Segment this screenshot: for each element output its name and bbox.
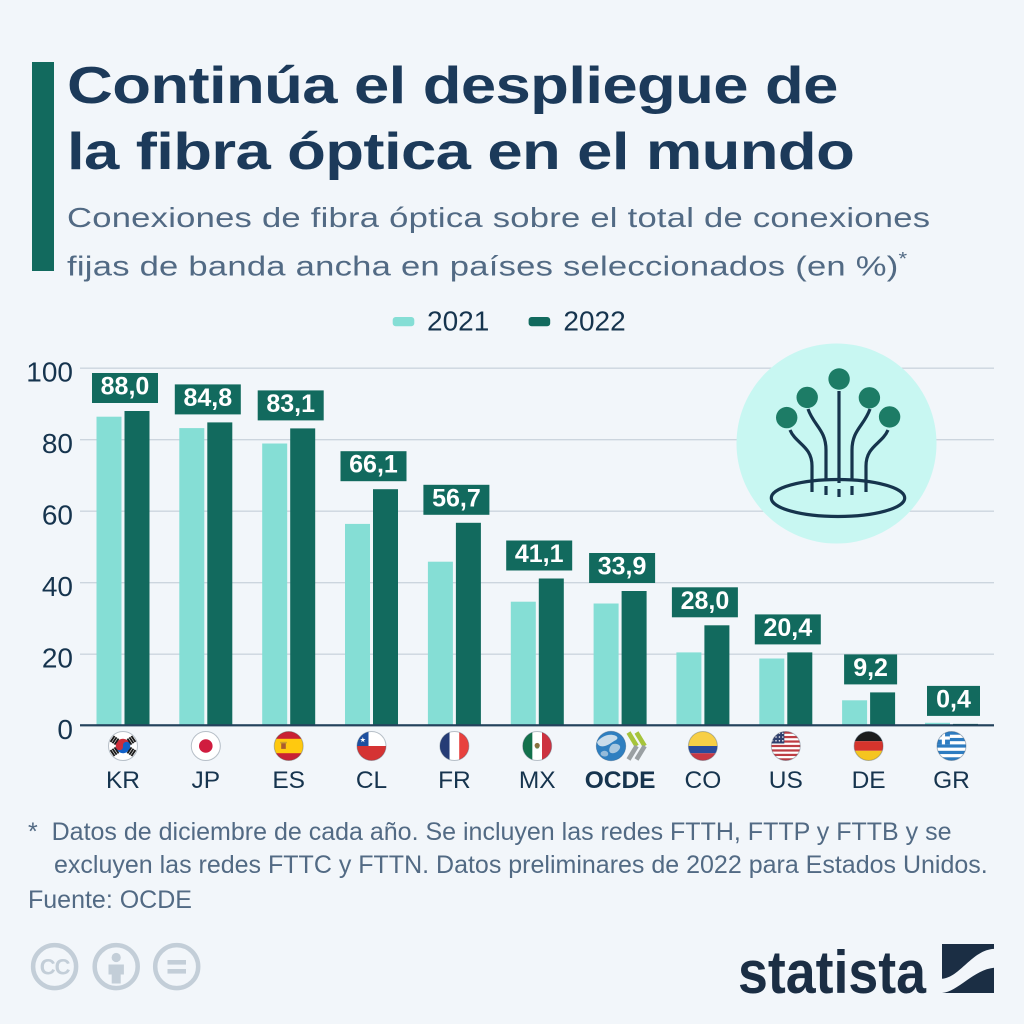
svg-text:41,1: 41,1 (515, 540, 564, 568)
svg-text:28,0: 28,0 (681, 587, 730, 615)
svg-text:CC: CC (40, 955, 71, 980)
svg-text:FR: FR (438, 767, 471, 794)
svg-text:33,9: 33,9 (598, 553, 647, 581)
svg-text:60: 60 (42, 500, 73, 531)
svg-text:0,4: 0,4 (936, 685, 971, 713)
svg-text:88,0: 88,0 (101, 373, 150, 401)
svg-text:US: US (769, 767, 803, 794)
svg-text:80: 80 (42, 428, 73, 459)
svg-text:83,1: 83,1 (266, 390, 315, 418)
svg-text:0: 0 (57, 714, 73, 745)
svg-text:OCDE: OCDE (585, 767, 656, 794)
svg-text:40: 40 (42, 571, 73, 602)
svg-text:MX: MX (519, 767, 556, 794)
svg-text:9,2: 9,2 (853, 654, 888, 682)
svg-text:DE: DE (852, 767, 886, 794)
svg-text:KR: KR (106, 767, 140, 794)
svg-text:CL: CL (356, 767, 387, 794)
svg-text:CO: CO (685, 767, 722, 794)
svg-text:20,4: 20,4 (763, 614, 812, 642)
svg-text:66,1: 66,1 (349, 451, 398, 479)
svg-text:100: 100 (26, 357, 73, 388)
svg-text:2021: 2021 (427, 306, 489, 337)
svg-text:statista: statista (738, 939, 927, 1000)
svg-text:GR: GR (933, 767, 970, 794)
svg-text:2022: 2022 (563, 306, 625, 337)
svg-text:84,8: 84,8 (183, 384, 232, 412)
svg-text:20: 20 (42, 643, 73, 674)
svg-text:ES: ES (272, 767, 305, 794)
svg-text:56,7: 56,7 (432, 484, 481, 512)
svg-text:JP: JP (192, 767, 221, 794)
